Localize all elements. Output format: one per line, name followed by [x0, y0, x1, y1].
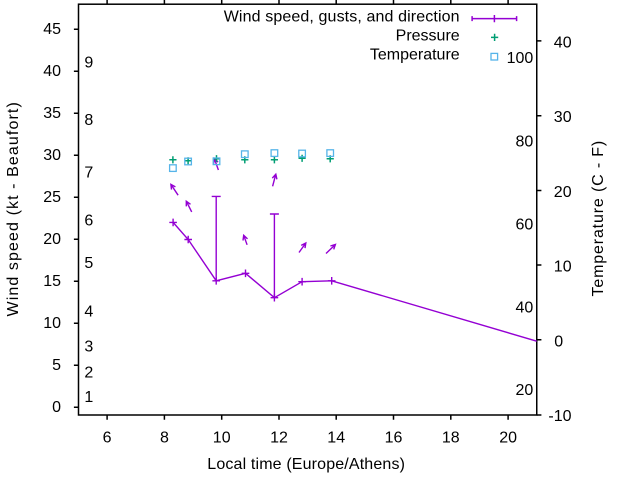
svg-text:40: 40 — [43, 63, 61, 80]
svg-text:14: 14 — [327, 429, 345, 446]
svg-text:Temperature: Temperature — [370, 47, 460, 64]
svg-text:16: 16 — [385, 429, 403, 446]
svg-text:40: 40 — [554, 34, 572, 51]
svg-text:Wind speed, gusts, and directi: Wind speed, gusts, and direction — [224, 9, 460, 26]
svg-text:6: 6 — [84, 212, 93, 229]
svg-text:20: 20 — [499, 429, 517, 446]
svg-text:7: 7 — [84, 164, 93, 181]
svg-text:60: 60 — [516, 217, 534, 234]
svg-text:-10: -10 — [548, 408, 571, 425]
svg-text:0: 0 — [554, 333, 563, 350]
svg-text:Local time (Europe/Athens): Local time (Europe/Athens) — [207, 456, 405, 473]
svg-text:0: 0 — [52, 399, 61, 416]
svg-text:40: 40 — [516, 299, 534, 316]
svg-text:35: 35 — [43, 105, 61, 122]
svg-text:18: 18 — [442, 429, 460, 446]
svg-text:2: 2 — [84, 365, 93, 382]
svg-text:20: 20 — [43, 231, 61, 248]
svg-text:5: 5 — [84, 255, 93, 272]
svg-text:10: 10 — [554, 259, 572, 276]
svg-text:80: 80 — [516, 133, 534, 150]
svg-text:Pressure: Pressure — [396, 28, 460, 45]
svg-text:1: 1 — [84, 389, 93, 406]
svg-text:9: 9 — [84, 55, 93, 72]
svg-text:6: 6 — [103, 429, 112, 446]
svg-text:20: 20 — [554, 184, 572, 201]
svg-text:45: 45 — [43, 21, 61, 38]
svg-text:100: 100 — [507, 50, 534, 67]
svg-text:30: 30 — [43, 147, 61, 164]
svg-text:8: 8 — [84, 112, 93, 129]
svg-text:10: 10 — [213, 429, 231, 446]
svg-text:12: 12 — [270, 429, 288, 446]
svg-text:Wind speed (kt - Beaufort): Wind speed (kt - Beaufort) — [5, 101, 22, 316]
svg-text:10: 10 — [43, 315, 61, 332]
svg-text:5: 5 — [52, 357, 61, 374]
svg-text:4: 4 — [84, 304, 93, 321]
svg-text:15: 15 — [43, 273, 61, 290]
svg-text:Temperature (C - F): Temperature (C - F) — [590, 140, 607, 297]
svg-text:8: 8 — [160, 429, 169, 446]
svg-text:3: 3 — [84, 338, 93, 355]
svg-text:30: 30 — [554, 109, 572, 126]
svg-text:25: 25 — [43, 189, 61, 206]
svg-text:20: 20 — [516, 382, 534, 399]
